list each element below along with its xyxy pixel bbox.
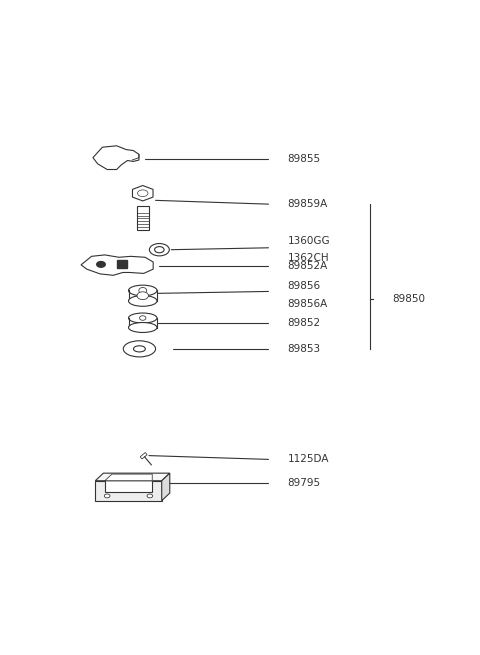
Text: 89856A: 89856A [288, 299, 328, 309]
Ellipse shape [140, 316, 146, 320]
Polygon shape [129, 318, 157, 328]
Polygon shape [93, 146, 139, 170]
Ellipse shape [123, 341, 156, 357]
Polygon shape [117, 260, 127, 268]
Ellipse shape [129, 295, 157, 307]
Polygon shape [132, 185, 153, 201]
Ellipse shape [139, 288, 147, 293]
Ellipse shape [129, 322, 157, 333]
Polygon shape [137, 206, 149, 231]
Ellipse shape [133, 346, 145, 352]
Text: 89855: 89855 [288, 154, 321, 164]
Ellipse shape [149, 244, 169, 256]
Text: 1125DA: 1125DA [288, 455, 329, 464]
Polygon shape [140, 453, 147, 459]
Text: 89853: 89853 [288, 344, 321, 354]
Ellipse shape [129, 313, 157, 323]
Ellipse shape [137, 291, 148, 299]
Ellipse shape [96, 261, 105, 267]
Polygon shape [162, 473, 170, 500]
Text: 1362CH: 1362CH [288, 253, 329, 263]
Polygon shape [81, 255, 153, 275]
Text: 89852: 89852 [288, 318, 321, 328]
Ellipse shape [137, 190, 148, 196]
Text: 1360GG: 1360GG [288, 236, 330, 246]
Ellipse shape [147, 494, 153, 498]
Text: 89852A: 89852A [288, 261, 328, 271]
Polygon shape [96, 473, 170, 481]
Ellipse shape [129, 285, 157, 296]
Text: 89859A: 89859A [288, 199, 328, 209]
Ellipse shape [104, 494, 110, 498]
Text: 89856: 89856 [288, 282, 321, 291]
Polygon shape [105, 474, 152, 481]
Polygon shape [96, 481, 162, 500]
Ellipse shape [155, 246, 164, 253]
Polygon shape [129, 291, 157, 301]
Text: 89795: 89795 [288, 478, 321, 488]
Text: 89850: 89850 [392, 294, 425, 304]
